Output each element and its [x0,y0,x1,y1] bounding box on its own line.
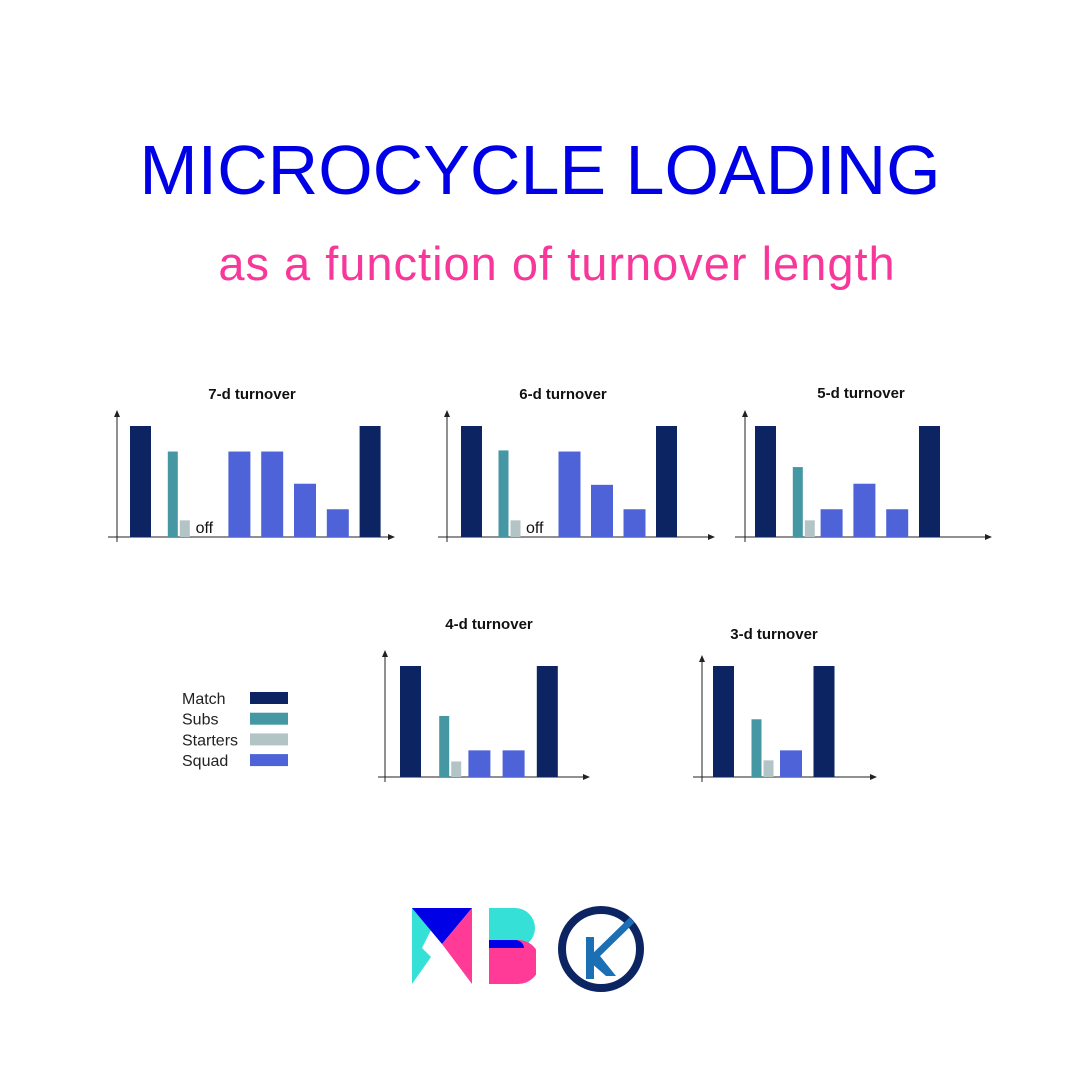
bar-squad [468,750,491,777]
bar-squad [853,483,876,537]
chart-title: 7-d turnover [208,386,296,403]
y-axis-arrow [742,410,748,417]
bar-subs [751,719,762,777]
bar-squad [886,509,909,537]
bar-starters [510,520,521,537]
x-axis-arrow [708,534,715,540]
chart-title: 3-d turnover [730,626,818,643]
legend-label: Subs [182,712,218,729]
bar-match [130,426,151,537]
bar-match [919,426,940,537]
bar-starters [179,520,190,537]
bar-squad [780,750,802,777]
chart-3: 5-d turnover [735,385,992,542]
legend: Match Subs Starters Squad [182,691,288,770]
chart-4: 4-d turnover [378,616,590,782]
title-text: MICROCYCLE LOADING [139,131,941,209]
chart-title: 6-d turnover [519,386,607,403]
chart-1: 7-d turnover off [108,386,395,542]
y-axis-arrow [382,650,388,657]
chart-2: 6-d turnover off [438,386,715,542]
off-label: off [526,520,544,537]
bar-squad [326,509,349,537]
bar-squad [591,484,613,537]
bar-match [755,426,776,537]
legend-swatch [250,712,288,725]
bar-match [359,426,381,537]
legend-label: Squad [182,753,228,770]
bar-match [400,666,421,777]
mb-logo [412,908,536,984]
bar-squad [558,451,581,537]
page-title: MICROCYCLE LOADING [0,128,1080,212]
x-axis-arrow [870,774,877,780]
x-axis-arrow [583,774,590,780]
x-axis-arrow [388,534,395,540]
bar-subs [167,451,178,537]
bar-squad [228,451,251,537]
bar-starters [451,761,462,777]
bar-match [461,426,482,537]
bar-starters [804,520,815,537]
y-axis-arrow [699,655,705,662]
off-label: off [196,520,214,537]
y-axis-arrow [444,410,450,417]
bar-match [656,426,677,537]
chart-5: 3-d turnover [693,626,877,782]
chart-title: 4-d turnover [445,616,533,633]
legend-swatch [250,692,288,704]
page-subtitle: as a function of turnover length [218,237,896,290]
bar-match [813,666,835,777]
bar-squad [502,750,525,777]
y-axis-arrow [114,410,120,417]
legend-swatch [250,754,288,767]
legend-label: Starters [182,732,238,749]
bar-subs [439,715,450,777]
x-axis-arrow [985,534,992,540]
legend-label: Match [182,691,226,708]
bar-match [536,666,558,777]
bar-match [713,666,734,777]
bar-subs [792,467,803,537]
bar-squad [261,451,284,537]
chart-title: 5-d turnover [817,385,905,402]
bar-subs [498,450,509,537]
bar-squad [294,483,316,537]
bar-starters [763,760,774,777]
bar-squad [623,509,646,537]
k-logo [558,906,644,992]
legend-swatch [250,733,288,746]
bar-squad [820,509,843,537]
